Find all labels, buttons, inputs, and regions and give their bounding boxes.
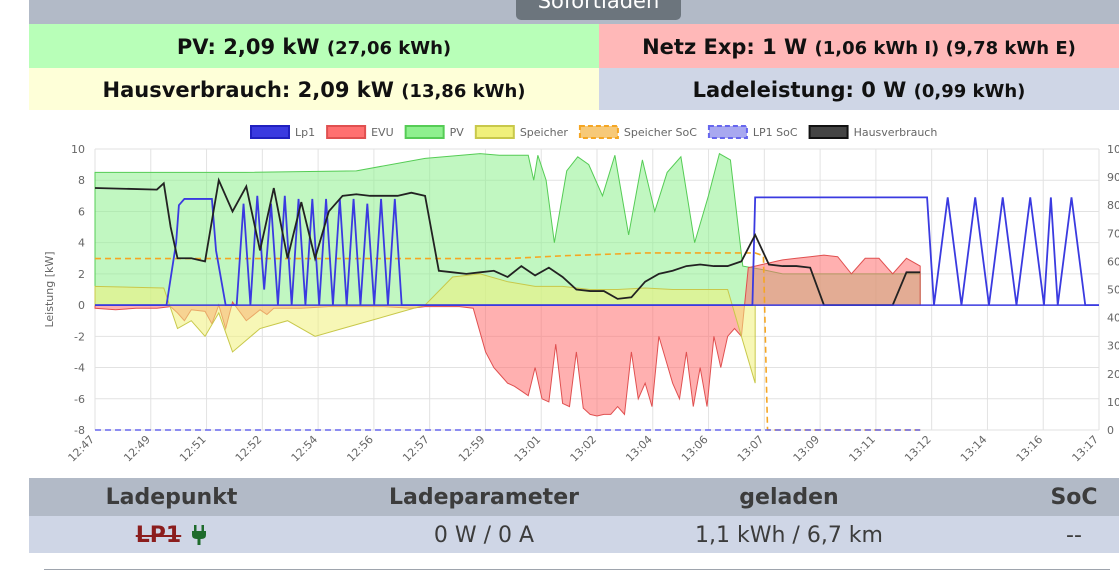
pv-area (94, 152, 921, 306)
x-tick-label: 12:57 (400, 433, 432, 465)
y2-tick-label: 90 (1107, 171, 1119, 184)
y-tick-label: 6 (78, 205, 85, 218)
y2-tick-label: 30 (1107, 340, 1119, 353)
x-tick-label: 13:17 (1070, 433, 1102, 465)
y2-tick-label: 10 (1107, 396, 1119, 409)
x-tick-label: 13:07 (735, 433, 767, 465)
sofortladen-button[interactable]: Sofortladen (516, 0, 681, 20)
legend-swatch (578, 125, 619, 139)
legend-label: PV (450, 126, 465, 139)
x-tick-label: 13:12 (902, 433, 934, 465)
hausverbrauch-label: Hausverbrauch: 2,09 kW (102, 78, 394, 102)
y-tick-label: 2 (78, 268, 85, 281)
ladeleistung-label: Ladeleistung: 0 W (692, 78, 907, 102)
table-row[interactable]: LP1 0 W / 0 A 1,1 kWh / 6,7 km -- (29, 516, 1119, 553)
pv-label: PV: 2,09 kW (176, 35, 320, 59)
power-chart[interactable]: Lp1 EVU PV Speicher Speicher SoC LP1 SoC Hausv… (29, 112, 1119, 477)
legend-label: EVU (371, 126, 394, 139)
legend-swatch (326, 125, 367, 139)
x-tick-label: 13:11 (846, 433, 878, 465)
pv-summary: PV: 2,09 kW (27,06 kWh) (29, 24, 599, 68)
legend-swatch (707, 125, 748, 139)
table-header: Ladepunkt Ladeparameter geladen SoC (29, 478, 1119, 516)
legend-label: Speicher (520, 126, 569, 139)
plug-icon (192, 525, 207, 545)
legend-label: Hausverbrauch (854, 126, 938, 139)
header-geladen: geladen (739, 485, 839, 510)
x-tick-label: 13:06 (679, 433, 711, 465)
x-tick-label: 13:16 (1014, 433, 1046, 465)
netz-detail: (1,06 kWh I) (9,78 kWh E) (814, 38, 1076, 59)
y-tick-label: -8 (74, 424, 85, 437)
ladepunkt-cell[interactable]: LP1 (29, 516, 314, 553)
legend-label: Lp1 (295, 126, 315, 139)
header-ladeparameter: Ladeparameter (389, 485, 579, 510)
header-ladepunkt: Ladepunkt (105, 485, 238, 510)
speicher-area (94, 273, 756, 384)
x-tick-label: 12:49 (121, 433, 153, 465)
x-tick-label: 13:01 (512, 433, 544, 465)
y-tick-label: 4 (78, 237, 85, 250)
y2-tick-label: 60 (1107, 255, 1119, 268)
y-tick-label: 0 (78, 299, 85, 312)
y2-tick-label: 70 (1107, 227, 1119, 240)
hausverbrauch-detail: (13,86 kWh) (401, 81, 526, 102)
y-tick-label: -6 (74, 393, 85, 406)
ladepunkt-name[interactable]: LP1 (135, 523, 182, 548)
header-soc: SoC (1050, 485, 1098, 510)
geladen-value: 1,1 kWh / 6,7 km (695, 523, 883, 548)
legend-swatch (250, 125, 290, 139)
y-tick-label: 8 (78, 174, 85, 187)
legend-label: LP1 SoC (753, 126, 798, 139)
y-tick-label: 10 (71, 143, 85, 156)
y2-tick-label: 80 (1107, 199, 1119, 212)
netz-label: Netz Exp: 1 W (642, 35, 808, 59)
legend-swatch (808, 125, 849, 139)
y2-tick-label: 100 (1107, 143, 1119, 156)
netz-summary: Netz Exp: 1 W (1,06 kWh I) (9,78 kWh E) (599, 24, 1119, 68)
divider (44, 569, 1110, 570)
x-tick-label: 12:47 (66, 433, 98, 465)
x-tick-label: 12:51 (177, 433, 209, 465)
ladeleistung-summary: Ladeleistung: 0 W (0,99 kWh) (599, 68, 1119, 110)
legend-swatch (474, 125, 515, 139)
legend-label: Speicher SoC (624, 126, 697, 139)
x-tick-label: 12:59 (456, 433, 488, 465)
soc-value: -- (1066, 523, 1082, 548)
x-tick-label: 13:14 (958, 433, 990, 465)
y2-tick-label: 0 (1107, 424, 1114, 437)
chart-legend[interactable]: Lp1 EVU PV Speicher Speicher SoC LP1 SoC Hausv… (250, 125, 938, 139)
sofortladen-label: Sofortladen (537, 0, 660, 13)
chart-series (94, 152, 1099, 431)
x-tick-label: 12:54 (289, 433, 321, 465)
y-axis-label: Leistung [kW] (43, 251, 56, 327)
x-tick-label: 13:09 (791, 433, 823, 465)
y2-tick-label: 50 (1107, 284, 1119, 297)
y-tick-label: -4 (74, 362, 85, 375)
hausverbrauch-line (94, 177, 921, 307)
y2-tick-label: 20 (1107, 368, 1119, 381)
x-tick-label: 12:52 (233, 433, 265, 465)
x-tick-label: 13:04 (623, 433, 655, 465)
speicher-soc-line (95, 252, 921, 431)
x-tick-label: 12:56 (344, 433, 376, 465)
x-tick-label: 13:02 (568, 433, 600, 465)
pv-detail: (27,06 kWh) (326, 38, 452, 59)
y-tick-label: -2 (74, 330, 85, 343)
y2-tick-label: 40 (1107, 312, 1119, 325)
legend-swatch (404, 125, 445, 139)
lp1-line (95, 195, 1099, 307)
ladeleistung-detail: (0,99 kWh) (913, 81, 1026, 102)
hausverbrauch-summary: Hausverbrauch: 2,09 kW (13,86 kWh) (29, 68, 599, 110)
ladeparameter-value: 0 W / 0 A (433, 523, 535, 548)
